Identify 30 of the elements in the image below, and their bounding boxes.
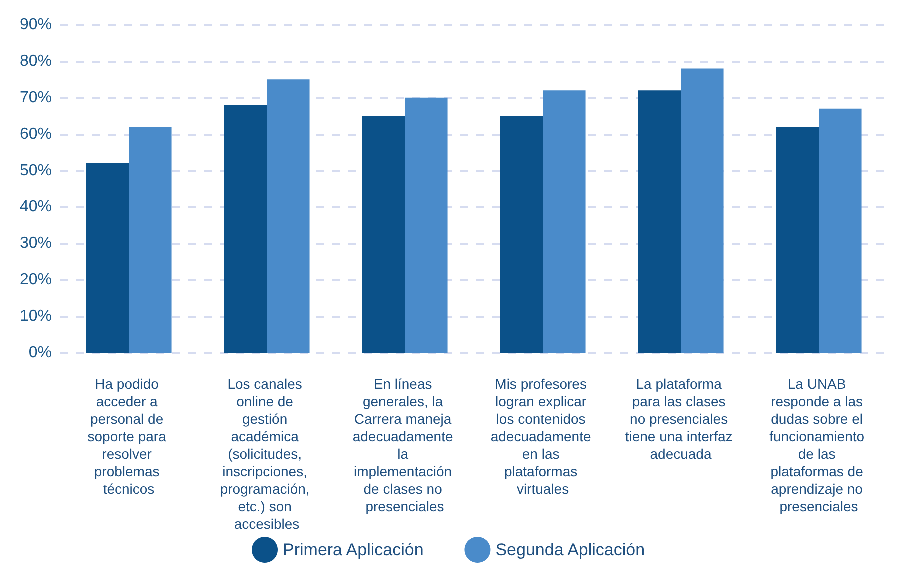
bar <box>776 127 819 353</box>
y-tick-label: 20% <box>20 272 52 289</box>
x-tick-label: La UNAB responde a las dudas sobre el funcionamiento de las plataformas de aprendizaje no presenciales <box>770 376 868 514</box>
bar <box>86 163 129 353</box>
x-tick-label: En líneas generales, la Carrera maneja adecuadamente la implementación de clases no presenciales <box>352 376 458 514</box>
bar <box>362 116 405 353</box>
y-tick-label: 40% <box>20 198 52 216</box>
bar <box>500 116 543 353</box>
bar <box>224 105 267 353</box>
x-tick-label: La plataforma para las clases no presenciales tiene una interfaz adecuada <box>625 376 737 462</box>
bar <box>819 108 862 353</box>
bar <box>681 68 724 353</box>
bar <box>405 98 448 353</box>
bar <box>129 127 172 353</box>
legend-label: Segunda Aplicación <box>496 540 646 560</box>
y-tick-label: 80% <box>20 52 52 70</box>
y-tick-label: 70% <box>20 89 52 106</box>
legend-label: Primera Aplicación <box>283 540 424 560</box>
category-label: Los canales online de gestión académica (solicitudes, inscripciones, programación, etc.) son accesibles <box>220 376 310 532</box>
bar <box>267 80 310 353</box>
y-tick-label: 60% <box>20 126 52 143</box>
bar <box>543 90 586 353</box>
y-tick-label: 0% <box>28 344 52 362</box>
bar <box>638 90 681 353</box>
y-tick-label: 50% <box>20 162 52 180</box>
y-tick-label: 90% <box>20 16 52 34</box>
x-tick-label: Mis profesores logran explicar los contenidos adecuadamente en las plataformas virtuales <box>490 376 596 497</box>
x-tick-label: Ha podido acceder a personal de soporte para resolver problemas técnicos <box>88 376 170 497</box>
y-tick-label: 10% <box>20 308 52 326</box>
y-tick-label: 30% <box>20 235 52 252</box>
